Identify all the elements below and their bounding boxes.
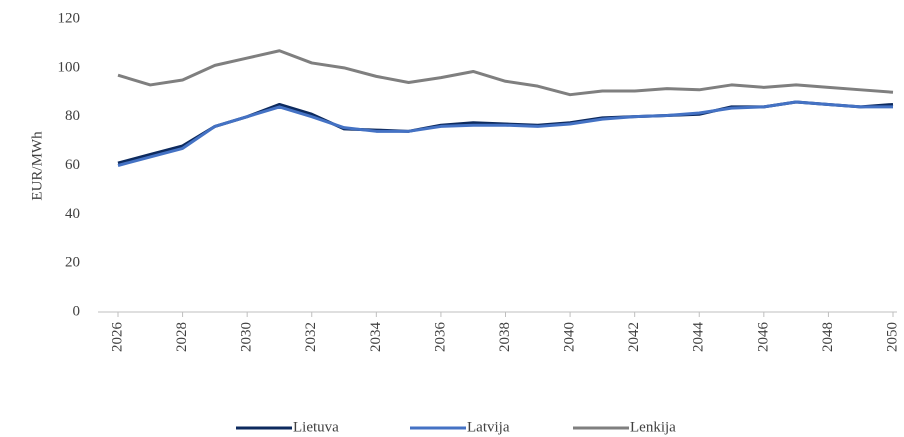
y-axis-label: EUR/MWh xyxy=(29,131,45,201)
y-tick-label: 120 xyxy=(58,10,81,26)
x-tick-label: 2048 xyxy=(820,322,836,352)
x-tick-label: 2030 xyxy=(239,322,255,352)
y-tick-label: 60 xyxy=(65,157,80,173)
y-tick-label: 20 xyxy=(65,255,80,271)
line-series xyxy=(117,100,894,165)
legend-label: Latvija xyxy=(467,419,510,435)
x-tick-label: 2036 xyxy=(432,322,448,353)
legend-label: Lenkija xyxy=(630,419,676,435)
x-tick-label: 2026 xyxy=(109,322,125,353)
x-tick-label: 2034 xyxy=(368,322,384,353)
line-series xyxy=(117,49,894,97)
x-tick-label: 2040 xyxy=(562,322,578,352)
legend-label: Lietuva xyxy=(293,419,339,435)
y-tick-label: 80 xyxy=(65,108,80,124)
x-tick-label: 2050 xyxy=(884,322,900,352)
x-tick-label: 2038 xyxy=(497,322,513,352)
y-tick-label: 100 xyxy=(58,59,81,75)
x-tick-label: 2028 xyxy=(174,322,190,352)
line-series xyxy=(117,100,893,167)
x-tick-label: 2046 xyxy=(755,322,771,353)
x-tick-label: 2044 xyxy=(691,322,707,353)
y-tick-label: 40 xyxy=(65,206,80,222)
x-tick-label: 2032 xyxy=(303,322,319,352)
x-tick-label: 2042 xyxy=(626,322,642,352)
y-tick-label: 0 xyxy=(73,303,81,319)
